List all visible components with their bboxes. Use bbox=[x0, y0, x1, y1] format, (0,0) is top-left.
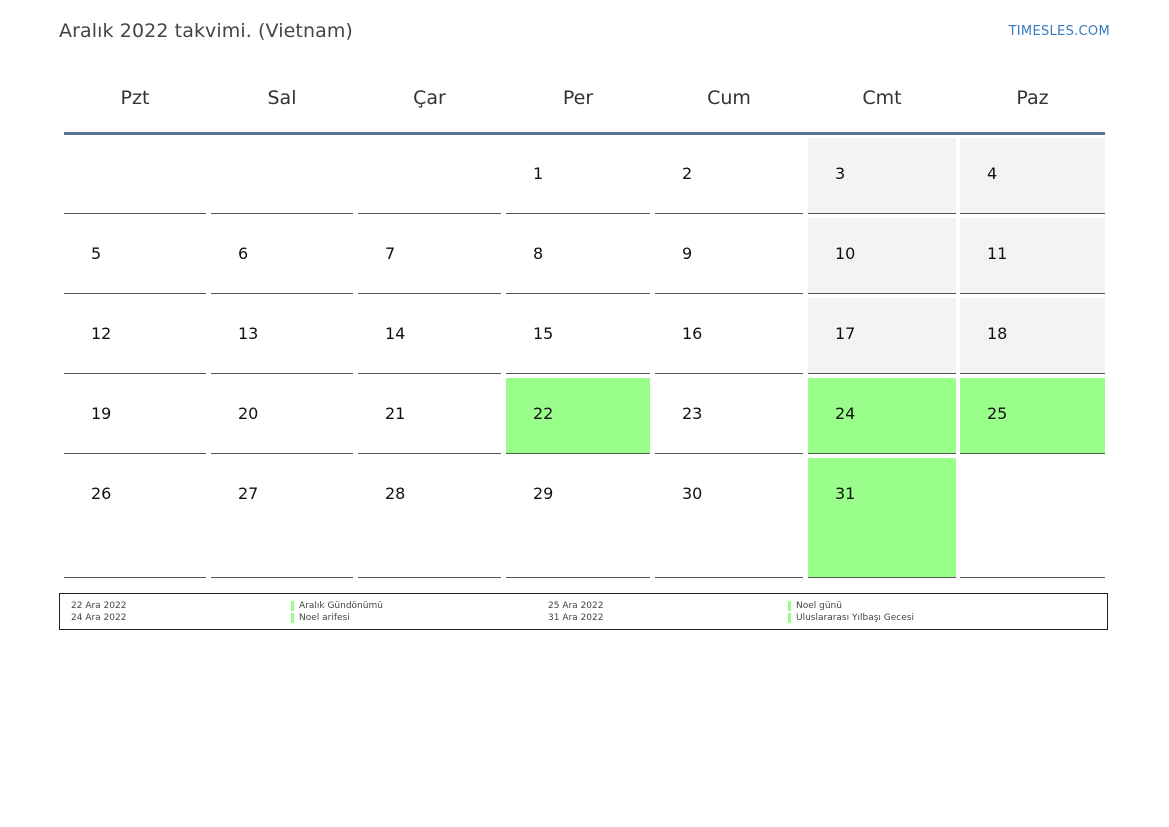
legend-holiday-name: Noel arifesi bbox=[291, 613, 350, 623]
empty-day-cell bbox=[211, 138, 353, 214]
day-cell-13: 13 bbox=[211, 298, 353, 374]
day-number: 30 bbox=[682, 484, 703, 503]
day-number: 22 bbox=[533, 404, 554, 423]
day-number: 3 bbox=[835, 164, 846, 183]
weekday-sal: Sal bbox=[267, 87, 297, 109]
day-number: 15 bbox=[533, 324, 554, 343]
day-number: 9 bbox=[682, 244, 693, 263]
day-cell-30: 30 bbox=[655, 458, 803, 578]
day-number: 1 bbox=[533, 164, 544, 183]
weekday-pzt: Pzt bbox=[120, 87, 150, 109]
legend-holiday-name: Aralık Gündönümü bbox=[291, 601, 383, 611]
day-cell-17: 17 bbox=[808, 298, 956, 374]
empty-day-cell bbox=[64, 138, 206, 214]
day-cell-1: 1 bbox=[506, 138, 650, 214]
day-number: 28 bbox=[385, 484, 406, 503]
day-number: 27 bbox=[238, 484, 259, 503]
day-cell-4: 4 bbox=[960, 138, 1105, 214]
legend-date: 22 Ara 2022 bbox=[71, 601, 127, 611]
day-cell-9: 9 bbox=[655, 218, 803, 294]
day-cell-15: 15 bbox=[506, 298, 650, 374]
day-number: 25 bbox=[987, 404, 1008, 423]
day-number: 4 bbox=[987, 164, 998, 183]
day-cell-14: 14 bbox=[358, 298, 501, 374]
day-number: 10 bbox=[835, 244, 856, 263]
day-cell-22: 22 bbox=[506, 378, 650, 454]
day-cell-11: 11 bbox=[960, 218, 1105, 294]
day-cell-25: 25 bbox=[960, 378, 1105, 454]
day-cell-21: 21 bbox=[358, 378, 501, 454]
empty-day-cell bbox=[358, 138, 501, 214]
day-cell-24: 24 bbox=[808, 378, 956, 454]
day-number: 7 bbox=[385, 244, 396, 263]
day-number: 5 bbox=[91, 244, 102, 263]
calendar-grid: Pzt Sal Çar Per Cum Cmt Paz 1 2 3 4 5 6 7 8 9 10 11 12 13 1… bbox=[64, 70, 1105, 578]
weekday-per: Per bbox=[562, 87, 594, 109]
day-number: 24 bbox=[835, 404, 856, 423]
weekday-paz: Paz bbox=[1016, 87, 1049, 109]
day-number: 6 bbox=[238, 244, 249, 263]
day-number: 16 bbox=[682, 324, 703, 343]
weekday-cum: Cum bbox=[707, 87, 751, 109]
empty-day-cell bbox=[960, 458, 1105, 578]
day-number: 2 bbox=[682, 164, 693, 183]
day-number: 23 bbox=[682, 404, 703, 423]
day-cell-3: 3 bbox=[808, 138, 956, 214]
page-title: Aralık 2022 takvimi. (Vietnam) bbox=[59, 20, 353, 42]
weekday-çar: Çar bbox=[413, 87, 446, 109]
legend-date: 25 Ara 2022 bbox=[548, 601, 604, 611]
legend-holiday-name: Uluslararası Yılbaşı Gecesi bbox=[788, 613, 914, 623]
day-cell-28: 28 bbox=[358, 458, 501, 578]
day-cell-26: 26 bbox=[64, 458, 206, 578]
day-number: 21 bbox=[385, 404, 406, 423]
weekday-cmt: Cmt bbox=[862, 87, 902, 109]
day-number: 19 bbox=[91, 404, 112, 423]
day-number: 29 bbox=[533, 484, 554, 503]
day-number: 8 bbox=[533, 244, 544, 263]
legend-date: 24 Ara 2022 bbox=[71, 613, 127, 623]
day-cell-20: 20 bbox=[211, 378, 353, 454]
day-cell-10: 10 bbox=[808, 218, 956, 294]
day-number: 13 bbox=[238, 324, 259, 343]
day-number: 12 bbox=[91, 324, 112, 343]
day-cell-8: 8 bbox=[506, 218, 650, 294]
day-cell-7: 7 bbox=[358, 218, 501, 294]
day-number: 18 bbox=[987, 324, 1008, 343]
day-cell-27: 27 bbox=[211, 458, 353, 578]
holiday-legend: 22 Ara 2022 Aralık Gündönümü 24 Ara 2022 No… bbox=[59, 593, 1108, 630]
day-number: 11 bbox=[987, 244, 1008, 263]
day-cell-12: 12 bbox=[64, 298, 206, 374]
legend-date: 31 Ara 2022 bbox=[548, 613, 604, 623]
day-cell-31: 31 bbox=[808, 458, 956, 578]
day-cell-2: 2 bbox=[655, 138, 803, 214]
day-number: 26 bbox=[91, 484, 112, 503]
day-cell-23: 23 bbox=[655, 378, 803, 454]
brand-link[interactable]: TIMESLES.COM bbox=[1008, 24, 1110, 39]
day-number: 17 bbox=[835, 324, 856, 343]
day-number: 31 bbox=[835, 484, 856, 503]
day-cell-18: 18 bbox=[960, 298, 1105, 374]
day-number: 20 bbox=[238, 404, 259, 423]
day-cell-6: 6 bbox=[211, 218, 353, 294]
day-cell-19: 19 bbox=[64, 378, 206, 454]
legend-holiday-name: Noel günü bbox=[788, 601, 842, 611]
day-number: 14 bbox=[385, 324, 406, 343]
day-cell-16: 16 bbox=[655, 298, 803, 374]
day-cell-29: 29 bbox=[506, 458, 650, 578]
weekday-header: Pzt Sal Çar Per Cum Cmt Paz bbox=[64, 70, 1105, 135]
day-cell-5: 5 bbox=[64, 218, 206, 294]
